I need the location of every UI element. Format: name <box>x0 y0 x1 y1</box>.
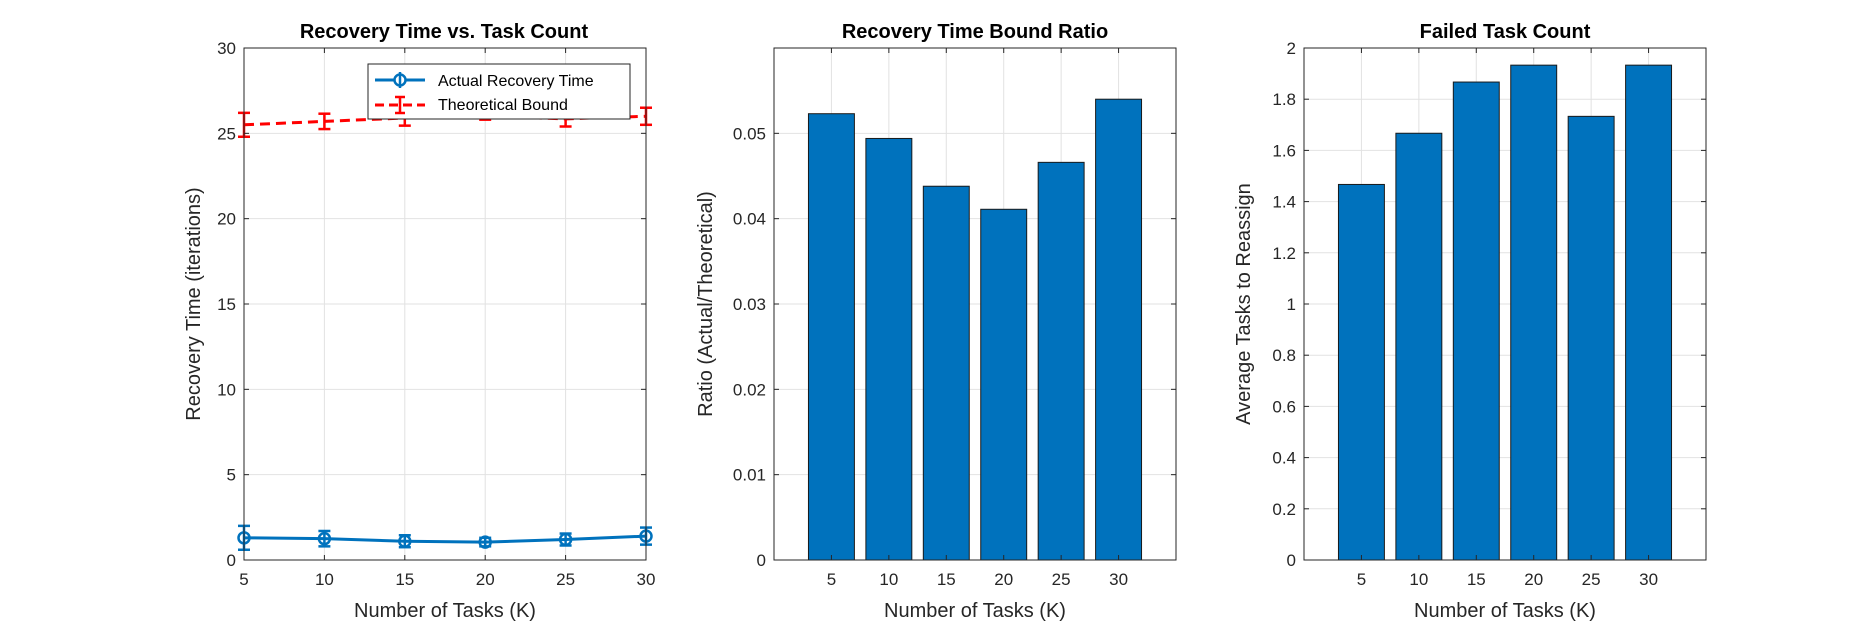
x-tick-label: 10 <box>1409 570 1428 589</box>
y-tick-label: 1 <box>1287 295 1296 314</box>
panel3-ylabel: Average Tasks to Reassign <box>1233 183 1255 425</box>
y-tick-label: 0.8 <box>1272 346 1296 365</box>
bar-5 <box>807 113 855 561</box>
bar-30 <box>1625 64 1673 561</box>
y-tick-label: 5 <box>227 466 236 485</box>
y-tick-label: 0 <box>1287 551 1296 570</box>
y-tick-label: 1.4 <box>1272 193 1296 212</box>
panel1-xlabel: Number of Tasks (K) <box>354 600 536 622</box>
data-point-actual-recovery-time <box>317 531 332 546</box>
y-tick-label: 0.6 <box>1272 397 1296 416</box>
panel2-ylabel: Ratio (Actual/Theoretical) <box>695 191 717 417</box>
bar-20 <box>1510 64 1558 561</box>
y-tick-label: 0 <box>757 551 766 570</box>
data-point-actual-recovery-time <box>398 534 412 548</box>
y-tick-label: 0.05 <box>733 124 766 143</box>
panel1-grid <box>243 47 647 561</box>
y-tick-label: 15 <box>217 295 236 314</box>
y-tick-label: 0.04 <box>733 210 766 229</box>
y-tick-label: 0.2 <box>1272 500 1296 519</box>
panel2-marks <box>807 98 1143 561</box>
panel2-xlabel: Number of Tasks (K) <box>884 600 1066 622</box>
y-tick-label: 0.01 <box>733 466 766 485</box>
x-tick-label: 5 <box>1357 570 1366 589</box>
panel3-title: Failed Task Count <box>1420 21 1591 43</box>
bar-25 <box>1037 161 1085 561</box>
panel1-title: Recovery Time vs. Task Count <box>300 21 589 43</box>
bar-15 <box>922 185 970 561</box>
bar-30 <box>1095 98 1143 561</box>
x-tick-label: 30 <box>1109 570 1128 589</box>
panel-failed-task-count: Failed Task Count 5 10 15 20 25 30 0 0.2 0.4 0.6 0… <box>1233 21 1707 622</box>
y-tick-label: 1.2 <box>1272 244 1296 263</box>
data-point-actual-recovery-time <box>558 532 573 547</box>
bar-5 <box>1337 183 1385 561</box>
y-tick-label: 25 <box>217 124 236 143</box>
panel2-title: Recovery Time Bound Ratio <box>842 21 1108 43</box>
x-tick-label: 30 <box>637 570 656 589</box>
panel-recovery-time: Recovery Time vs. Task Count 5 10 15 20 25 30… <box>183 21 655 622</box>
data-point-actual-recovery-time <box>478 535 492 549</box>
x-tick-label: 5 <box>827 570 836 589</box>
x-tick-label: 25 <box>556 570 575 589</box>
bar-15 <box>1452 81 1500 561</box>
x-tick-label: 15 <box>1467 570 1486 589</box>
legend-box <box>367 63 631 120</box>
x-tick-label: 30 <box>1639 570 1658 589</box>
x-tick-label: 20 <box>994 570 1013 589</box>
x-tick-label: 10 <box>315 570 334 589</box>
x-tick-label: 20 <box>476 570 495 589</box>
x-tick-label: 5 <box>239 570 248 589</box>
y-tick-label: 1.8 <box>1272 90 1296 109</box>
panel3-xlabel: Number of Tasks (K) <box>1414 600 1596 622</box>
panel-bound-ratio: Recovery Time Bound Ratio 5 10 15 20 25 30 0 0.… <box>695 21 1177 622</box>
y-tick-label: 0.03 <box>733 295 766 314</box>
panel1-marks <box>237 106 653 552</box>
x-tick-label: 20 <box>1524 570 1543 589</box>
series-line-actual-recovery-time <box>243 534 647 544</box>
x-tick-label: 25 <box>1052 570 1071 589</box>
y-tick-label: 0 <box>227 551 236 570</box>
bar-20 <box>980 208 1028 561</box>
legend-label-actual: Actual Recovery Time <box>438 73 594 90</box>
panel1-ylabel: Recovery Time (iterations) <box>183 187 205 420</box>
y-tick-label: 30 <box>217 39 236 58</box>
panel3-marks <box>1337 64 1673 561</box>
y-tick-label: 0.4 <box>1272 449 1296 468</box>
x-tick-label: 10 <box>879 570 898 589</box>
y-tick-label: 2 <box>1287 39 1296 58</box>
x-tick-label: 25 <box>1582 570 1601 589</box>
panel1-legend: Actual Recovery Time Theoretical Bound <box>367 63 631 120</box>
y-tick-label: 0.02 <box>733 380 766 399</box>
x-tick-label: 15 <box>937 570 956 589</box>
bar-25 <box>1567 115 1615 561</box>
bar-10 <box>865 137 913 561</box>
y-tick-label: 10 <box>217 380 236 399</box>
bar-10 <box>1395 132 1443 561</box>
legend-label-bound: Theoretical Bound <box>438 97 568 114</box>
x-tick-label: 15 <box>395 570 414 589</box>
y-tick-label: 20 <box>217 210 236 229</box>
panel2-ticks: 5 10 15 20 25 30 0 0.01 0.02 0.03 0.04 0.05 <box>733 48 1176 589</box>
y-tick-label: 1.6 <box>1272 141 1296 160</box>
panel3-ticks: 5 10 15 20 25 30 0 0.2 0.4 0.6 0.8 1 1.2 1.4 1.6 1.8 2 <box>1272 39 1706 589</box>
